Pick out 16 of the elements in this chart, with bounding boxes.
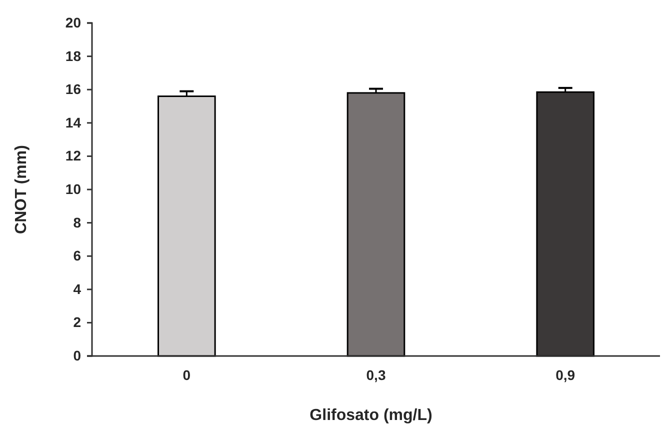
x-tick-label: 0 <box>182 366 191 383</box>
y-axis-title: CNOT (mm) <box>13 145 30 234</box>
y-tick-label: 12 <box>65 148 82 164</box>
y-tick-label: 16 <box>65 81 82 98</box>
y-tick-label: 14 <box>65 114 82 130</box>
x-tick-label: 0,9 <box>556 366 576 383</box>
y-tick-label: 6 <box>73 248 82 264</box>
x-axis-title: Glifosato (mg/L) <box>310 407 432 424</box>
y-tick-label: 18 <box>65 48 82 64</box>
y-tick-label: 20 <box>65 14 82 30</box>
y-tick-label: 10 <box>65 180 82 197</box>
x-tick-label: 0,3 <box>366 366 386 383</box>
y-tick-label: 8 <box>73 214 82 230</box>
y-tick-label: 0 <box>73 347 82 364</box>
y-tick-label: 4 <box>73 280 82 297</box>
y-tick-label: 2 <box>73 314 82 330</box>
